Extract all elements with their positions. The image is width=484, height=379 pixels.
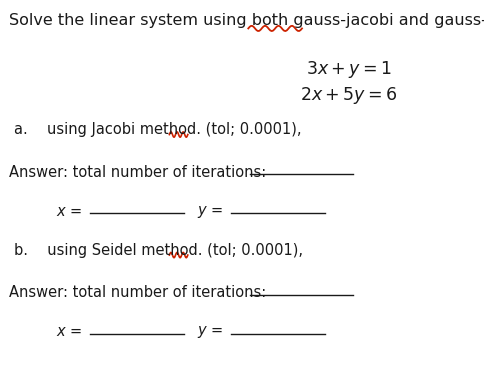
Text: $x$ =: $x$ = (56, 324, 82, 339)
Text: Answer: total number of iterations:: Answer: total number of iterations: (9, 285, 266, 300)
Text: Solve the linear system using both gauss-jacobi and gauss-seidel: Solve the linear system using both gauss… (9, 13, 484, 28)
Text: $3x + y = 1$: $3x + y = 1$ (306, 59, 391, 80)
Text: $2x + 5y = 6$: $2x + 5y = 6$ (300, 85, 397, 106)
Text: b.  using Seidel method. (tol; 0.0001),: b. using Seidel method. (tol; 0.0001), (14, 243, 302, 258)
Text: $y$ =: $y$ = (197, 324, 224, 340)
Text: a.  using Jacobi method. (tol; 0.0001),: a. using Jacobi method. (tol; 0.0001), (14, 122, 301, 137)
Text: $y$ =: $y$ = (197, 204, 224, 220)
Text: $x$ =: $x$ = (56, 204, 82, 219)
Text: Answer: total number of iterations:: Answer: total number of iterations: (9, 165, 266, 180)
